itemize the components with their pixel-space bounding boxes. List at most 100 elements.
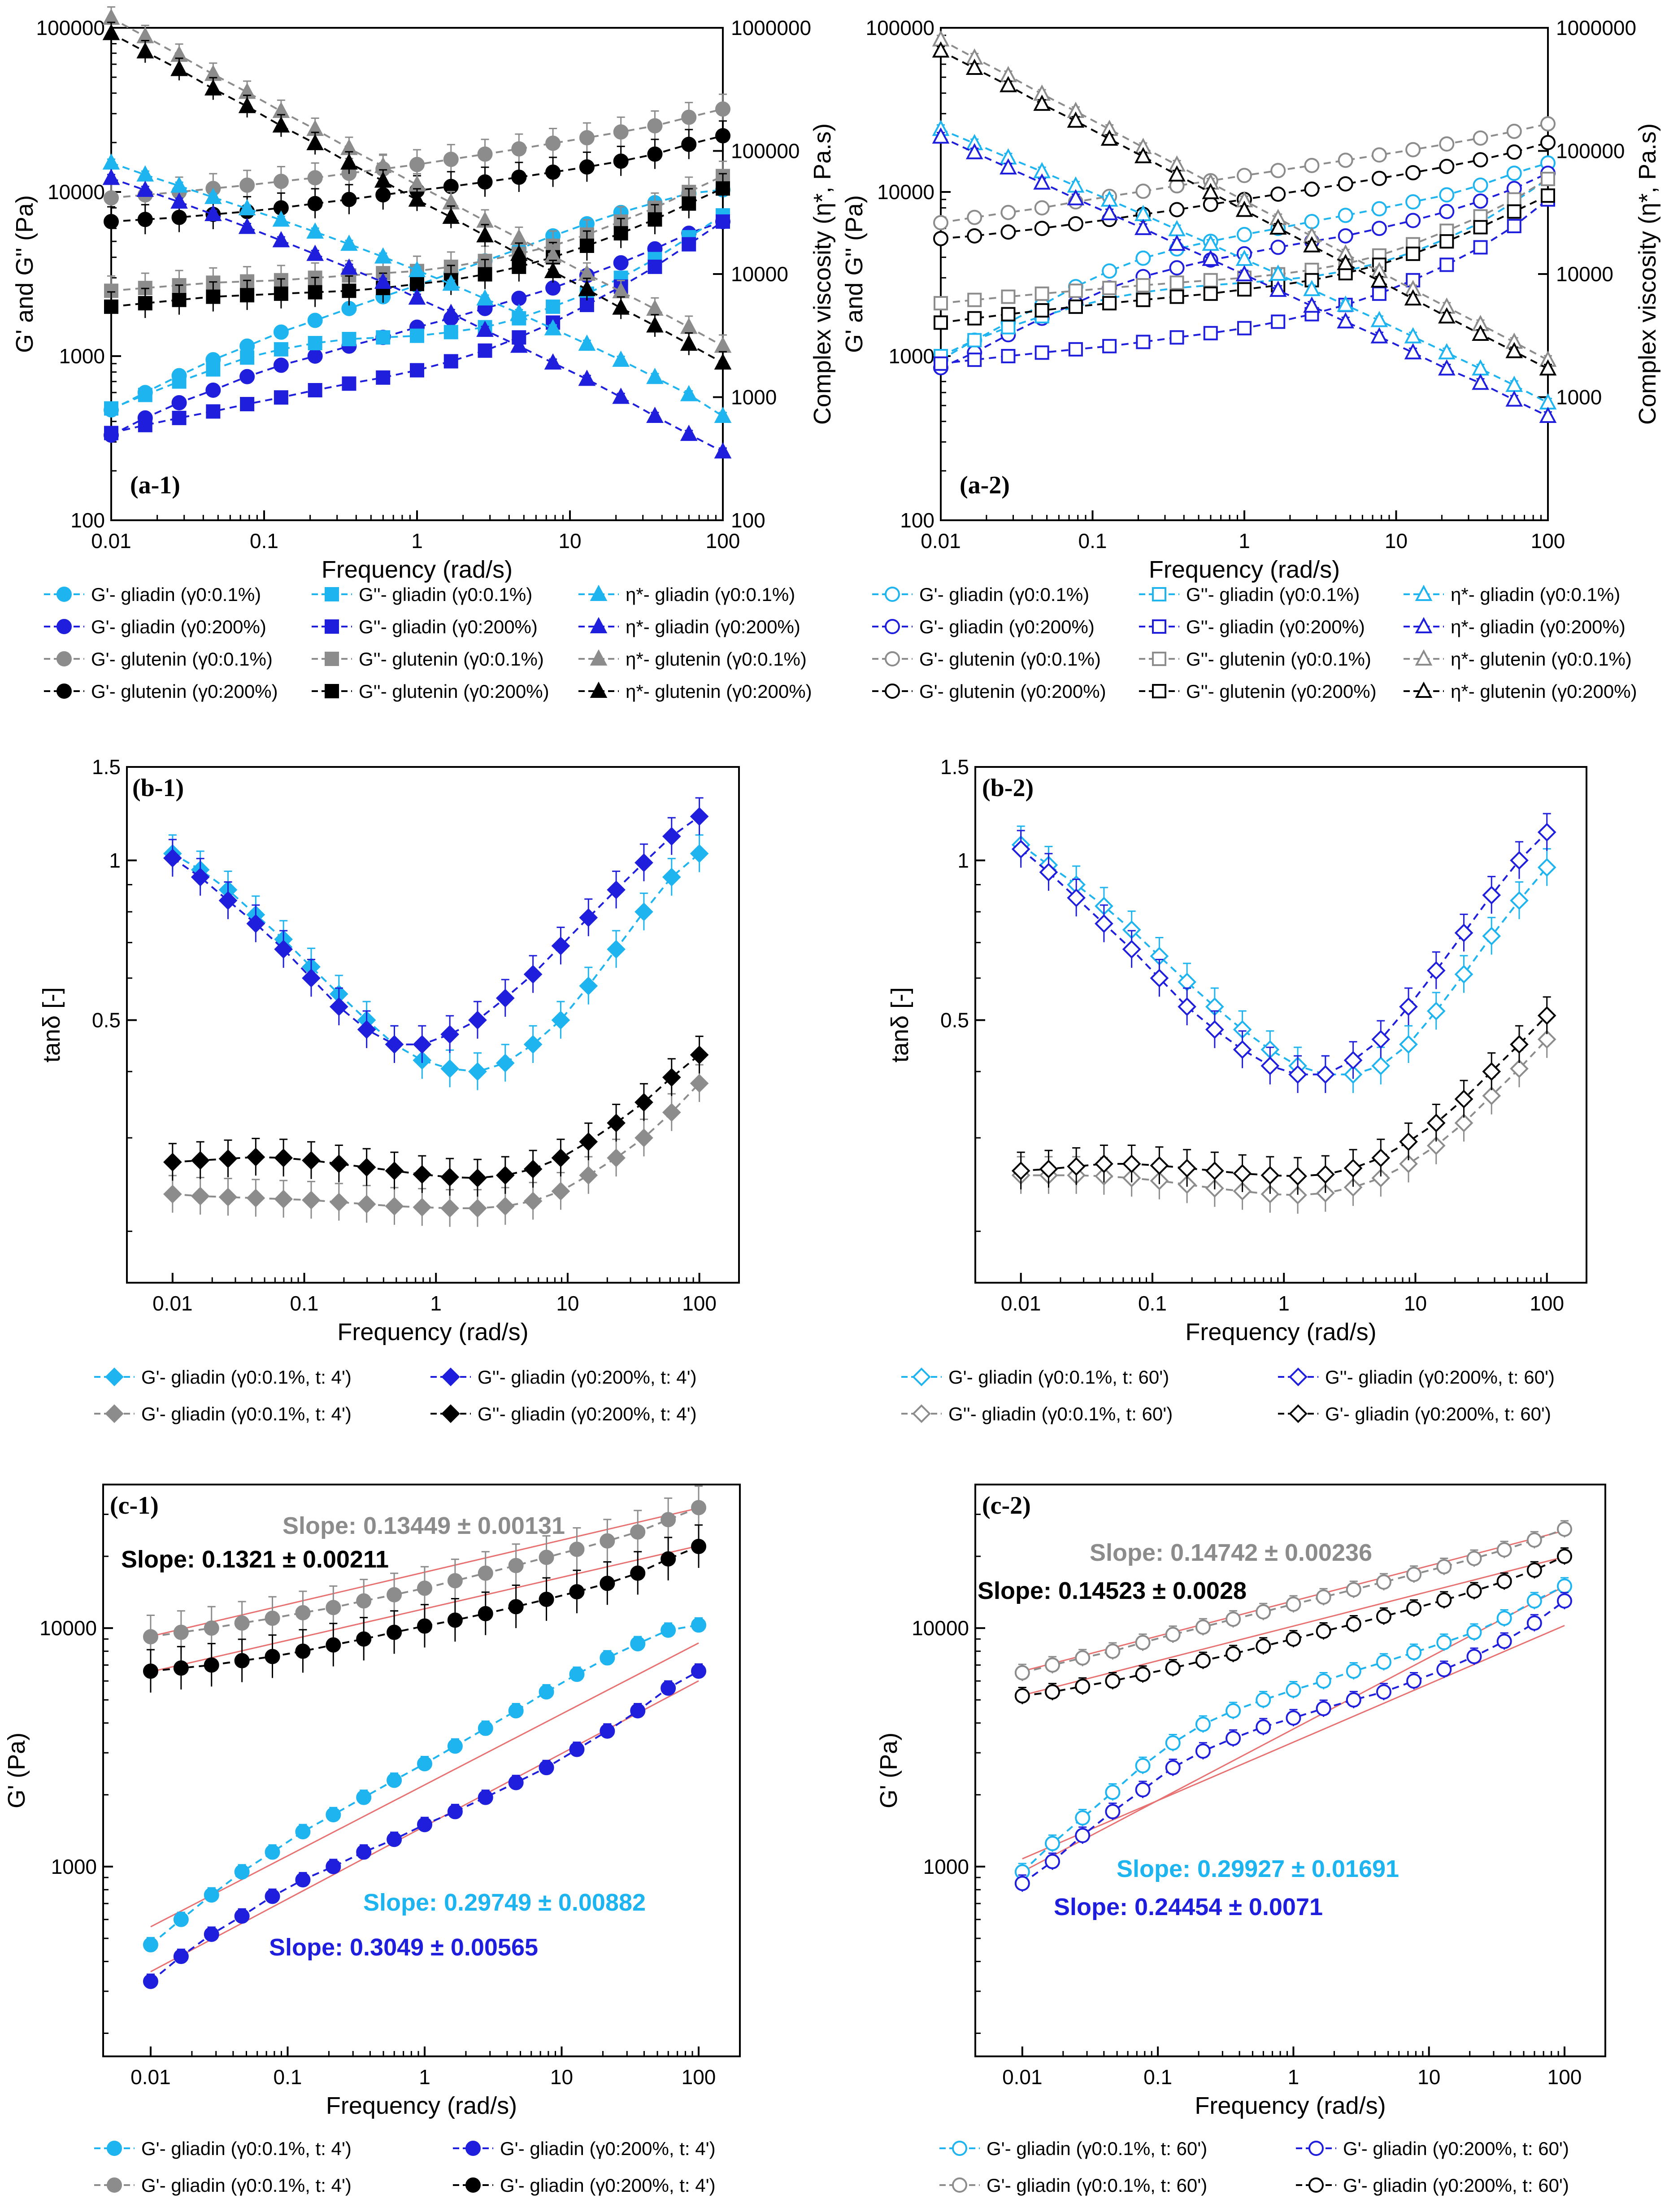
legend-item: G''- gliadin (γ0:0.1%) xyxy=(312,584,532,605)
data-point xyxy=(1045,1684,1061,1700)
data-point xyxy=(523,1192,543,1211)
data-point xyxy=(600,1533,615,1549)
data-point xyxy=(578,370,596,386)
data-point xyxy=(1067,1157,1086,1176)
slope-annotation: Slope: 0.3049 ± 0.00565 xyxy=(269,1934,538,1961)
data-point xyxy=(635,902,653,921)
data-point xyxy=(1102,263,1117,279)
data-point xyxy=(1496,1542,1512,1558)
data-point xyxy=(1045,1854,1061,1869)
data-point xyxy=(579,239,594,253)
data-point xyxy=(630,1565,646,1581)
data-point xyxy=(1105,1643,1121,1659)
legend-item: G'- gliadin (γ0:200%) xyxy=(872,616,1095,637)
legend-marker xyxy=(105,1404,124,1423)
y-tick-label: 1 xyxy=(109,849,121,872)
x-tick-label: 0.1 xyxy=(1138,1292,1167,1315)
data-point xyxy=(647,118,663,134)
legend-item: G'- gliadin (γ0:0.1%, t: 4') xyxy=(94,1367,352,1388)
slope-annotation: Slope: 0.14523 ± 0.0028 xyxy=(978,1577,1247,1604)
data-point xyxy=(326,1637,341,1653)
data-point xyxy=(476,226,494,243)
data-point xyxy=(1482,1086,1501,1106)
data-point xyxy=(447,1804,463,1820)
data-point xyxy=(1000,224,1016,240)
x-tick-label: 0.1 xyxy=(290,1292,319,1315)
panel-label: (a-2) xyxy=(960,471,1010,499)
data-point xyxy=(1202,183,1220,200)
data-point xyxy=(578,280,596,296)
y-axis-label: G' (Pa) xyxy=(3,1733,30,1808)
data-point xyxy=(1439,159,1455,174)
series xyxy=(1014,1592,1573,1892)
legend-item: G''- gliadin (γ0:200%, t: 4') xyxy=(430,1367,697,1388)
x-axis-label: Frequency (rad/s) xyxy=(322,556,513,583)
data-point xyxy=(307,170,323,186)
data-point xyxy=(240,350,255,365)
data-point xyxy=(1438,343,1456,360)
data-point xyxy=(539,1760,554,1776)
data-point xyxy=(478,1606,493,1621)
legend-item: G'- gliadin (γ0:0.1%, t: 4') xyxy=(94,2175,352,2196)
data-point xyxy=(607,940,626,959)
data-point xyxy=(1136,292,1151,307)
series xyxy=(1014,1547,1573,1704)
legend: G'- gliadin (γ0:0.1%, t: 60') G''- gliadi… xyxy=(901,1367,1555,1424)
y2-tick-label: 100000 xyxy=(1556,139,1625,163)
data-point xyxy=(1169,202,1185,218)
panel-label: (c-1) xyxy=(110,1492,159,1520)
data-point xyxy=(1376,1684,1391,1700)
data-point xyxy=(1399,997,1418,1016)
data-point xyxy=(170,176,188,193)
legend-label: G''- gliadin (γ0:200%, t: 4') xyxy=(478,1367,697,1388)
data-point xyxy=(1233,1164,1252,1183)
legend-item: G''- gliadin (γ0:200%, t: 4') xyxy=(430,1403,697,1424)
data-point xyxy=(1496,1611,1512,1626)
legend-label: G'- gliadin (γ0:0.1%, t: 60') xyxy=(987,2138,1207,2159)
data-point xyxy=(1011,1161,1030,1180)
data-point xyxy=(630,1703,646,1719)
data-point xyxy=(1376,1654,1391,1670)
data-point xyxy=(1304,214,1320,230)
data-point xyxy=(934,296,948,311)
legend-marker xyxy=(1415,681,1433,698)
data-point xyxy=(495,1166,515,1185)
data-point xyxy=(600,1576,615,1591)
data-point xyxy=(1203,273,1218,287)
data-point xyxy=(635,1128,653,1147)
data-point xyxy=(478,1565,493,1581)
data-point xyxy=(1438,359,1456,376)
legend-label: η*- gliadin (γ0:0.1%) xyxy=(1451,584,1620,605)
chart-c2: 0.01 0.1 1 10 100 Frequency (rad/s) 1000 10000 G… xyxy=(875,1484,1606,2196)
data-point xyxy=(1371,1148,1391,1167)
slope-annotation: Slope: 0.29749 ± 0.00882 xyxy=(363,1889,646,1916)
data-point xyxy=(690,1074,709,1093)
data-point xyxy=(579,297,594,312)
legend-marker xyxy=(1152,619,1166,634)
y-axis-label: tanδ [-] xyxy=(38,987,65,1062)
data-point xyxy=(1343,1158,1363,1178)
data-point xyxy=(1316,1065,1335,1084)
y-tick-label: 1000 xyxy=(51,1855,97,1878)
data-point xyxy=(1205,1020,1224,1039)
data-point xyxy=(104,190,119,206)
data-point xyxy=(443,325,458,340)
data-point xyxy=(170,192,188,209)
data-point xyxy=(447,1738,463,1754)
data-point xyxy=(272,116,290,133)
data-point xyxy=(607,880,626,899)
data-point xyxy=(308,383,322,397)
legend-marker xyxy=(912,1404,931,1423)
data-point xyxy=(690,844,709,863)
data-point xyxy=(1371,221,1387,236)
data-point xyxy=(1203,196,1218,212)
data-point xyxy=(1526,1615,1542,1631)
legend-marker xyxy=(325,652,339,666)
data-point xyxy=(204,1887,219,1903)
data-point xyxy=(1034,200,1050,216)
data-point xyxy=(376,330,391,345)
y-tick-label: 100 xyxy=(900,509,934,532)
legend-marker xyxy=(105,1367,124,1386)
x-tick-label: 1 xyxy=(430,1292,442,1315)
data-point xyxy=(1316,1589,1331,1605)
